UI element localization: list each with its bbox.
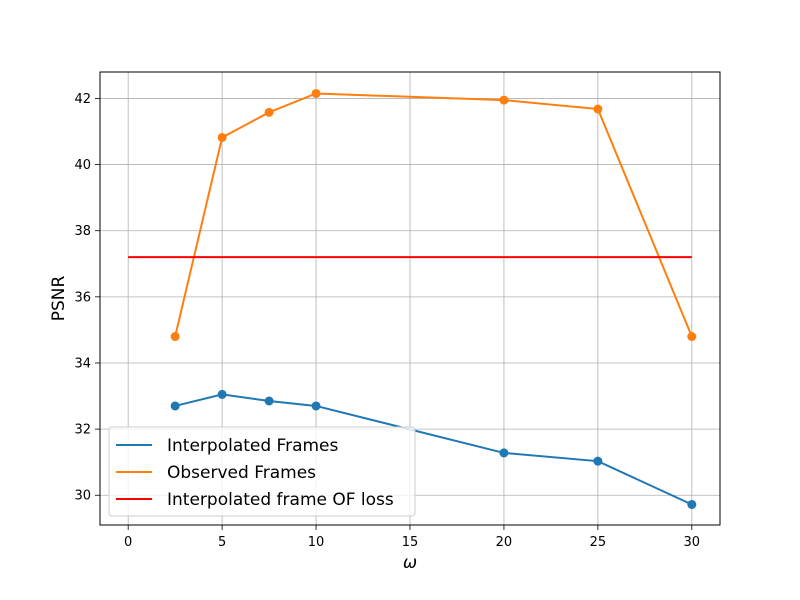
x-axis-label: ω: [403, 553, 417, 573]
x-tick-label: 5: [218, 535, 226, 550]
data-point: [217, 389, 227, 399]
y-tick-label: 38: [74, 224, 91, 239]
y-tick-label: 42: [74, 92, 91, 107]
data-point: [264, 396, 274, 406]
grid: [100, 72, 720, 525]
data-point: [170, 332, 180, 342]
data-point: [499, 95, 509, 105]
x-tick-label: 10: [308, 535, 325, 550]
series-line-observed-frames: [174, 92, 693, 337]
data-point: [264, 107, 274, 117]
x-tick-label: 30: [684, 535, 701, 550]
legend-label: Interpolated frame OF loss: [167, 490, 394, 510]
data-point: [170, 401, 180, 411]
data-point: [311, 401, 321, 411]
x-tick-label: 20: [496, 535, 513, 550]
x-tick-label: 25: [590, 535, 607, 550]
data-point: [687, 332, 697, 342]
y-axis-label: PSNR: [49, 276, 69, 322]
ticks: 0 5 10 15 20 25 30 30 32 34 36 38 40 42: [74, 92, 700, 550]
x-tick-label: 0: [124, 535, 132, 550]
legend-label: Interpolated Frames: [167, 436, 339, 456]
series-layer: [128, 88, 697, 509]
legend-label: Observed Frames: [167, 463, 316, 483]
y-tick-label: 32: [74, 423, 91, 438]
data-point: [687, 499, 697, 509]
legend-box: [108, 426, 416, 517]
data-point: [499, 448, 509, 458]
data-point: [311, 88, 321, 98]
series-interpolated-frames: [170, 389, 697, 509]
legend: Interpolated Frames Observed Frames Interp…: [108, 426, 416, 517]
data-point: [217, 132, 227, 142]
data-point: [593, 104, 603, 114]
x-tick-label: 15: [402, 535, 419, 550]
series-observed-frames: [170, 88, 697, 342]
data-point: [593, 456, 603, 466]
y-tick-label: 30: [74, 489, 91, 504]
y-tick-label: 34: [74, 356, 91, 371]
y-tick-label: 36: [74, 290, 91, 305]
y-tick-label: 40: [74, 158, 91, 173]
